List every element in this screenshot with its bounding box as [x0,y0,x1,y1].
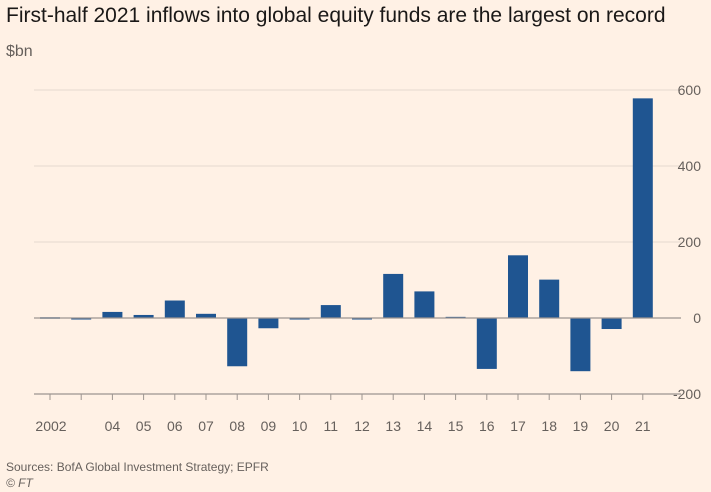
x-tick-label: 11 [324,418,339,434]
bar-12 [352,318,372,320]
x-tick-label: 18 [541,418,557,434]
bar-16 [476,318,497,369]
bar-05 [133,314,154,318]
x-tick-label: 15 [448,418,464,434]
bar-18 [539,279,560,318]
y-tick-label: 400 [678,158,702,174]
bar-20 [601,318,622,330]
bar-08 [227,318,248,367]
x-tick-label: 08 [229,418,245,434]
x-axis-ticks: 2002 04 05 06 07 08 09 10 11 12 13 14 15 16 17 18 19 20 21 [34,393,681,434]
bar-13 [383,273,404,318]
x-tick-label: 09 [261,418,277,434]
source-note: Sources: BofA Global Investment Strategy… [6,460,269,474]
x-tick-label: 13 [385,418,401,434]
bar-17 [508,255,528,318]
x-tick-label: 10 [292,418,308,434]
x-tick-label: 19 [573,418,589,434]
bar-04 [102,311,123,318]
x-tick-label: 05 [136,418,152,434]
x-tick-label: 12 [354,418,370,434]
y-tick-label: -200 [673,386,701,402]
x-tick-label: 2002 [35,418,66,434]
bar-14 [414,291,435,318]
x-tick-label: 04 [105,418,121,434]
copyright-note: © FT [6,476,33,490]
x-tick-label: 20 [604,418,620,434]
bar-03 [71,318,92,320]
bars [40,98,653,372]
y-tick-label: 0 [693,310,701,326]
x-tick-label: 07 [198,418,214,434]
bar-21 [632,98,653,318]
x-tick-label: 17 [510,418,526,434]
y-axis-unit-label: $bn [6,43,33,60]
bar-11 [320,305,341,318]
y-tick-label: 600 [678,82,702,98]
bar-07 [196,313,216,318]
x-tick-label: 21 [635,418,651,434]
bar-10 [289,318,310,320]
bar-09 [258,318,279,329]
x-tick-label: 06 [167,418,183,434]
bar-06 [164,300,185,318]
chart-title: First-half 2021 inflows into global equi… [6,4,666,27]
x-tick-label: 16 [479,418,495,434]
x-tick-label: 14 [417,418,433,434]
bar-19 [570,318,591,372]
y-tick-label: 200 [678,234,702,250]
y-axis-ticks: -200 0 200 400 600 [673,82,701,402]
